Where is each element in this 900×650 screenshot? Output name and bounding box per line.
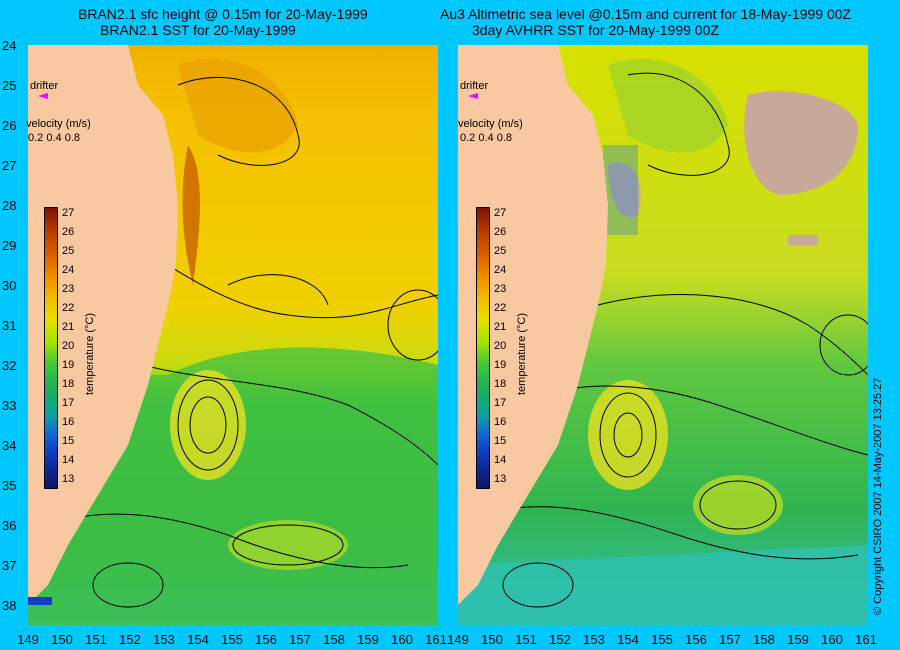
y-tick-label: 26 — [2, 118, 17, 133]
drifter-label-right: drifter — [460, 80, 489, 92]
colorbar-tick: 17 — [62, 397, 75, 409]
x-tick-label: 161 — [425, 632, 447, 647]
colorbar-tick: 16 — [62, 416, 75, 428]
velocity-ticks-right: 0.2 0.4 0.8 — [460, 132, 512, 144]
drifter-marker-right — [468, 93, 478, 99]
colorbar-tick: 15 — [62, 435, 75, 447]
x-tick-label: 152 — [549, 632, 571, 647]
colorbar-tick: 23 — [494, 283, 507, 295]
y-tick-label: 31 — [2, 318, 17, 333]
x-tick-label: 155 — [651, 632, 673, 647]
colorbar-left — [44, 207, 58, 489]
x-tick-label: 160 — [821, 632, 843, 647]
y-tick-label: 36 — [2, 518, 17, 533]
x-tick-label: 154 — [187, 632, 209, 647]
drifter-label-left: drifter — [30, 80, 59, 92]
x-tick-label: 160 — [391, 632, 413, 647]
colorbar-tick: 16 — [494, 416, 507, 428]
colorbar-tick: 25 — [494, 245, 507, 257]
y-tick-label: 38 — [2, 598, 17, 613]
y-tick-label: 24 — [2, 38, 17, 53]
right-map-panel — [458, 45, 868, 625]
colorbar-tick: 25 — [62, 245, 75, 257]
colorbar-tick: 23 — [62, 283, 75, 295]
colorbar-tick: 13 — [494, 473, 507, 485]
colorbar-tick: 22 — [494, 302, 507, 314]
right-title-line1: Au3 Altimetric sea level @0.15m and curr… — [440, 6, 852, 22]
left-map-panel — [28, 45, 438, 625]
x-tick-label: 153 — [153, 632, 175, 647]
x-tick-label: 149 — [17, 632, 39, 647]
x-tick-label: 159 — [787, 632, 809, 647]
left-title-line1: BRAN2.1 sfc height @ 0.15m for 20-May-19… — [78, 6, 368, 22]
colorbar-tick: 18 — [494, 378, 507, 390]
colorbar-tick: 24 — [494, 264, 507, 276]
x-tick-label: 158 — [753, 632, 775, 647]
colorbar-tick: 20 — [494, 340, 507, 352]
colorbar-tick: 24 — [62, 264, 75, 276]
y-tick-label: 34 — [2, 438, 17, 453]
x-tick-label: 151 — [515, 632, 537, 647]
colorbar-tick: 17 — [494, 397, 507, 409]
colorbar-tick: 19 — [494, 359, 507, 371]
colorbar-tick: 13 — [62, 473, 75, 485]
x-tick-label: 151 — [85, 632, 107, 647]
copyright-notice: © Copyright CSIRO 2007 14-May-2007 13:25… — [872, 377, 884, 615]
colorbar-tick: 19 — [62, 359, 75, 371]
colorbar-tick: 15 — [494, 435, 507, 447]
colorbar-title-left: temperature (°C) — [84, 312, 96, 395]
colorbar-tick: 14 — [62, 454, 75, 466]
x-tick-label: 155 — [221, 632, 243, 647]
colorbar-tick: 27 — [494, 207, 507, 219]
left-title-line2: BRAN2.1 SST for 20-May-1999 — [100, 22, 296, 38]
velocity-label-right: velocity (m/s) — [458, 118, 523, 130]
y-tick-label: 29 — [2, 238, 17, 253]
colorbar-tick: 18 — [62, 378, 75, 390]
right-title-line2: 3day AVHRR SST for 20-May-1999 00Z — [472, 22, 719, 38]
y-tick-label: 28 — [2, 198, 17, 213]
y-tick-label: 32 — [2, 358, 17, 373]
y-tick-label: 25 — [2, 78, 17, 93]
colorbar-tick: 20 — [62, 340, 75, 352]
colorbar-right — [476, 207, 490, 489]
y-tick-label: 37 — [2, 558, 17, 573]
colorbar-tick: 26 — [62, 226, 75, 238]
x-tick-label: 159 — [357, 632, 379, 647]
colorbar-tick: 21 — [62, 321, 75, 333]
colorbar-tick: 27 — [62, 207, 75, 219]
x-tick-label: 149 — [447, 632, 469, 647]
left-sst-map — [28, 45, 438, 625]
y-tick-label: 33 — [2, 398, 17, 413]
x-tick-label: 161 — [855, 632, 877, 647]
x-tick-label: 156 — [255, 632, 277, 647]
x-tick-label: 153 — [583, 632, 605, 647]
colorbar-tick: 21 — [494, 321, 507, 333]
x-tick-label: 152 — [119, 632, 141, 647]
colorbar-tick: 22 — [62, 302, 75, 314]
colorbar-tick: 26 — [494, 226, 507, 238]
x-tick-label: 157 — [289, 632, 311, 647]
y-tick-label: 35 — [2, 478, 17, 493]
drifter-marker-left — [38, 93, 48, 99]
colorbar-title-right: temperature (°C) — [516, 312, 528, 395]
x-tick-label: 157 — [719, 632, 741, 647]
x-tick-label: 158 — [323, 632, 345, 647]
x-tick-label: 154 — [617, 632, 639, 647]
x-tick-label: 156 — [685, 632, 707, 647]
velocity-label-left: velocity (m/s) — [26, 118, 91, 130]
colorbar-tick: 14 — [494, 454, 507, 466]
velocity-ticks-left: 0.2 0.4 0.8 — [28, 132, 80, 144]
right-sst-map — [458, 45, 868, 625]
y-tick-label: 27 — [2, 158, 17, 173]
x-tick-label: 150 — [51, 632, 73, 647]
y-tick-label: 30 — [2, 278, 17, 293]
x-tick-label: 150 — [481, 632, 503, 647]
